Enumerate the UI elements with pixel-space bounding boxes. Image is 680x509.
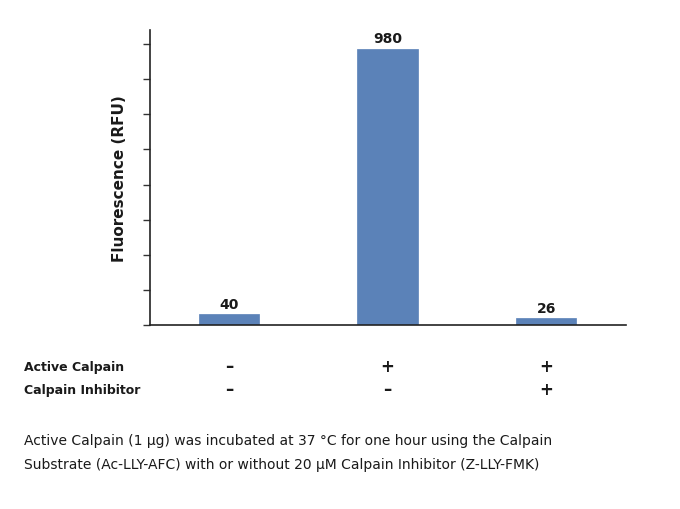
Text: +: +	[381, 357, 394, 376]
Text: Active Calpain (1 μg) was incubated at 37 °C for one hour using the Calpain: Active Calpain (1 μg) was incubated at 3…	[24, 433, 552, 447]
Text: 26: 26	[537, 302, 556, 316]
Text: –: –	[225, 380, 233, 399]
Text: +: +	[539, 380, 554, 399]
Text: 980: 980	[373, 32, 402, 46]
Text: –: –	[384, 380, 392, 399]
Text: –: –	[225, 357, 233, 376]
Bar	[358, 50, 418, 326]
Bar	[199, 315, 259, 326]
Text: 40: 40	[219, 298, 239, 312]
Text: Active Calpain: Active Calpain	[24, 360, 124, 373]
Text: Substrate (Ac-LLY-AFC) with or without 20 μM Calpain Inhibitor (Z-LLY-FMK): Substrate (Ac-LLY-AFC) with or without 2…	[24, 457, 539, 471]
Y-axis label: Fluorescence (RFU): Fluorescence (RFU)	[112, 95, 126, 261]
Text: Calpain Inhibitor: Calpain Inhibitor	[24, 383, 140, 396]
Bar	[516, 319, 577, 326]
Text: +: +	[539, 357, 554, 376]
